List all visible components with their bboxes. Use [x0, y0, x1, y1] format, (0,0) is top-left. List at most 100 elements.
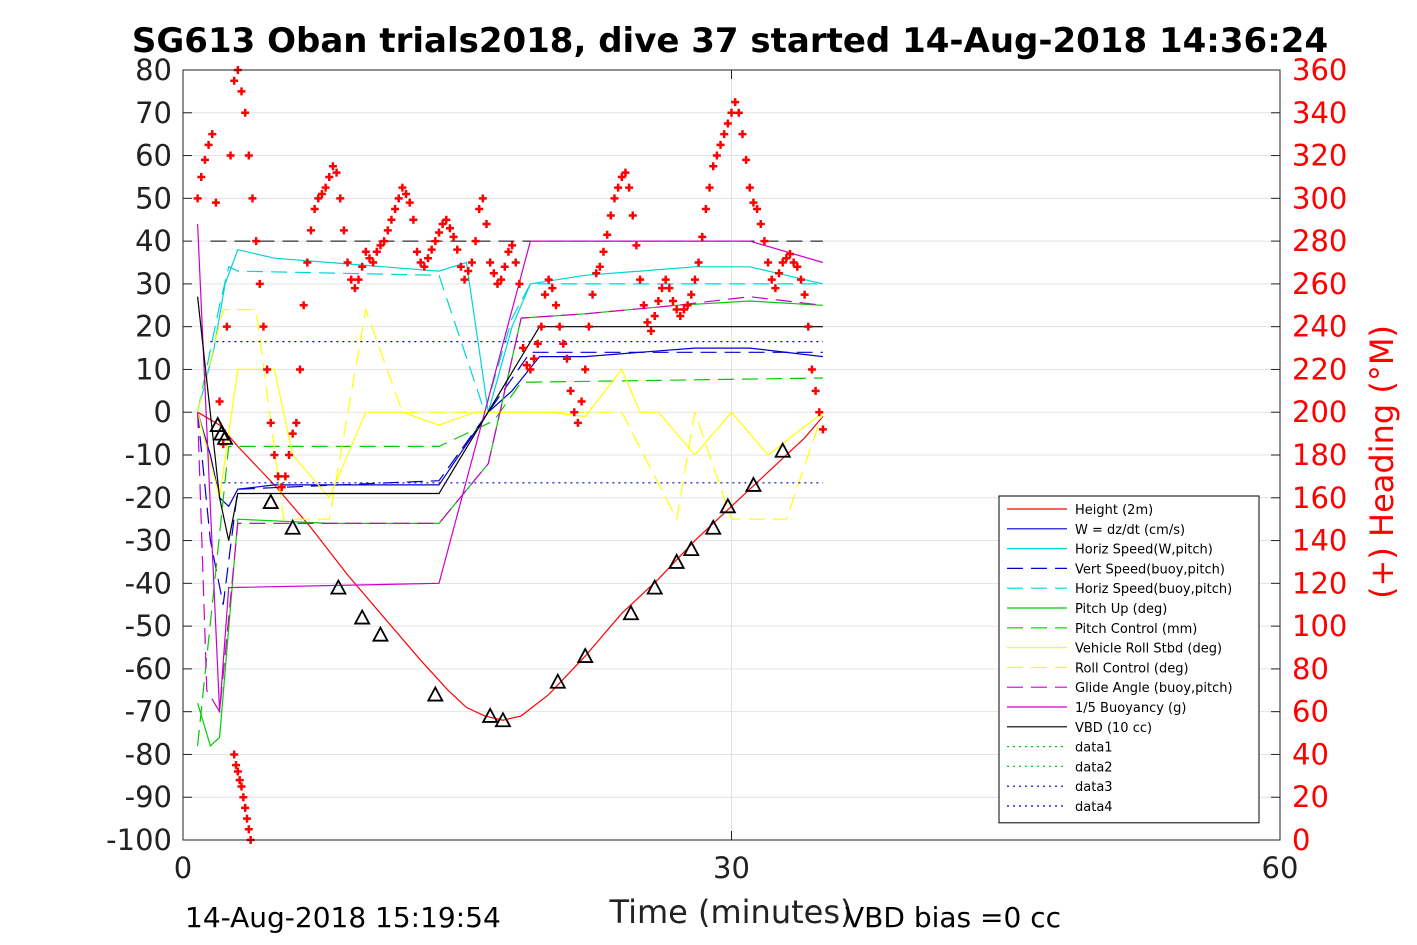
heading-point [482, 220, 491, 228]
heading-point [230, 750, 239, 759]
heading-point [310, 205, 319, 214]
legend-entry: data3 [1075, 780, 1113, 795]
heading-point [811, 386, 820, 395]
y-tick-label: -60 [125, 652, 172, 686]
waypoint-marker [549, 672, 567, 689]
heading-point [614, 183, 623, 192]
y2-tick-label: 120 [1292, 566, 1347, 600]
y-tick-label: -20 [125, 481, 172, 515]
y-tick-label: -50 [125, 609, 172, 643]
heading-point [796, 275, 805, 284]
waypoint-marker [744, 476, 762, 492]
heading-point [672, 305, 681, 314]
heading-point [292, 418, 301, 427]
heading-point [489, 269, 498, 278]
heading-point [617, 172, 626, 181]
heading-point [570, 408, 579, 417]
heading-point [588, 290, 597, 299]
heading-point [599, 247, 608, 256]
waypoint-marker [646, 578, 664, 595]
heading-point [456, 262, 465, 271]
heading-point [244, 151, 253, 160]
y2-tick-label: 260 [1292, 267, 1347, 301]
legend-entry: data4 [1075, 800, 1113, 815]
heading-point [738, 130, 747, 139]
heading-point [255, 279, 264, 288]
legend-box [998, 495, 1260, 824]
y-tick-label: -100 [106, 823, 172, 857]
heading-point [559, 339, 568, 348]
heading-point [277, 483, 286, 492]
heading-point [584, 322, 593, 331]
series-line-1 [197, 347, 823, 508]
heading-point [625, 183, 634, 192]
heading-point [533, 339, 542, 348]
chart-title: SG613 Oban trials2018, dive 37 started 1… [132, 21, 1328, 61]
heading-point [274, 472, 283, 481]
y-tick-label: 10 [135, 352, 172, 386]
y2-axis-label: (+) Heading (°M) [1363, 325, 1401, 599]
y2-tick-label: 220 [1292, 352, 1347, 386]
heading-point [818, 425, 827, 434]
heading-point [431, 237, 440, 246]
legend-entry: Horiz Speed(W,pitch) [1075, 543, 1213, 558]
heading-point [734, 108, 743, 117]
heading-point [628, 211, 637, 220]
heading-point [438, 220, 447, 228]
y2-tick-label: 200 [1292, 395, 1347, 429]
x-tick-label: 60 [1262, 851, 1299, 885]
y2-tick-label: 180 [1292, 438, 1347, 472]
y2-tick-label: 240 [1292, 310, 1347, 344]
legend-entry: 1/5 Buoyancy (g) [1075, 701, 1186, 716]
y2-tick-label: 40 [1292, 737, 1329, 771]
waypoint-marker [209, 416, 227, 432]
heading-point [716, 140, 725, 149]
y2-tick-label: 160 [1292, 481, 1347, 515]
legend-entry: W = dz/dt (cm/s) [1075, 523, 1185, 538]
heading-point [723, 119, 732, 128]
waypoint-marker [426, 685, 444, 702]
heading-point [233, 767, 242, 776]
heading-point [244, 825, 253, 834]
waypoint-marker [481, 707, 499, 723]
heading-point [306, 226, 315, 235]
heading-point [434, 228, 443, 237]
legend-entry: data1 [1075, 741, 1113, 756]
heading-point [676, 311, 685, 320]
heading-point [232, 761, 241, 770]
heading-point [508, 241, 517, 250]
y2-tick-label: 340 [1292, 96, 1347, 130]
heading-point [610, 194, 619, 203]
heading-point [606, 211, 615, 220]
heading-point [661, 275, 670, 284]
heading-point [354, 275, 363, 284]
heading-point [555, 322, 564, 331]
heading-point [321, 183, 330, 192]
waypoint-marker [216, 428, 234, 445]
waypoint-marker [329, 578, 347, 595]
heading-point [296, 365, 305, 374]
heading-point [222, 322, 231, 331]
heading-point [405, 198, 414, 207]
legend-entry: Vehicle Roll Stbd (deg) [1075, 642, 1222, 657]
heading-point [197, 172, 206, 181]
waypoint-marker [704, 518, 722, 535]
y-tick-label: -90 [125, 780, 172, 814]
heading-point [705, 183, 714, 192]
y2-tick-label: 20 [1292, 780, 1329, 814]
heading-point [237, 87, 246, 96]
heading-point [270, 451, 279, 459]
series-line-4 [197, 265, 823, 415]
heading-point [764, 258, 773, 267]
legend-entry: Height (2m) [1075, 503, 1153, 518]
heading-point [694, 258, 703, 267]
heading-point [383, 226, 392, 235]
heading-point [789, 258, 798, 267]
heading-point [241, 803, 250, 812]
y-tick-label: -40 [125, 566, 172, 600]
x-tick-label: 30 [713, 851, 750, 885]
series-line-8 [197, 307, 824, 522]
x-tick-label: 0 [174, 851, 192, 885]
heading-point [361, 247, 370, 256]
